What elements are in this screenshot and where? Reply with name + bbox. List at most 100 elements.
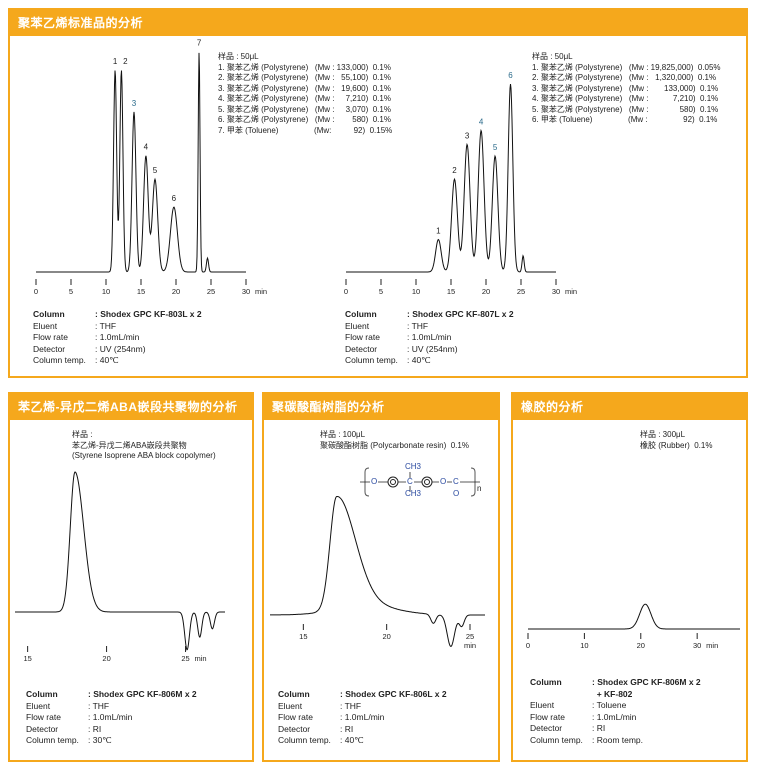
x-tick-label: 10 xyxy=(412,287,420,296)
condition-label: Flow rate xyxy=(530,711,565,722)
sample-line: 样品 : xyxy=(72,430,93,439)
sample-line: 5. 聚苯乙烯 (Polystyrene) (Mw : 3,070) 0.1% xyxy=(218,104,391,114)
sample-line: 苯乙烯-异戊二烯ABA嵌段共聚物 xyxy=(72,440,187,450)
peak-label: 1 xyxy=(436,227,441,236)
conditions-a: Column: Shodex GPC KF-803L x 2 Eluent: TH… xyxy=(33,309,202,367)
x-tick-label: 30 xyxy=(693,641,701,650)
sample-line: 橡胶 (Rubber) 0.1% xyxy=(640,440,713,450)
x-axis-unit: min xyxy=(565,287,577,296)
trace-line xyxy=(346,84,556,273)
peak-label: 3 xyxy=(465,131,470,140)
condition-value: : 1.0mL/min xyxy=(88,712,133,722)
panel-title: 苯乙烯-异戊二烯ABA嵌段共聚物的分析 xyxy=(10,394,252,420)
condition-label: Column xyxy=(26,689,58,699)
panel-rubber: 橡胶的分析 xyxy=(511,392,748,762)
x-tick-label: 20 xyxy=(172,287,180,296)
sample-line: 3. 聚苯乙烯 (Polystyrene) (Mw : 19,600) 0.1% xyxy=(218,83,391,93)
sample-line: 样品 : 50μL xyxy=(532,52,573,61)
x-tick-label: 30 xyxy=(242,287,250,296)
condition-row: Column temp. : Room temp. xyxy=(530,735,701,747)
conditions-d: Column: Shodex GPC KF-806L x 2 Eluent : TH… xyxy=(278,689,447,747)
x-tick-label: 20 xyxy=(637,641,645,650)
condition-value: : 40℃ xyxy=(340,735,364,745)
sample-line: 聚碳酸酯树脂 (Polycarbonate resin) 0.1% xyxy=(320,440,469,450)
x-tick-label: 0 xyxy=(526,641,530,650)
x-tick-label: 0 xyxy=(34,287,38,296)
condition-value: : THF xyxy=(340,700,362,711)
condition-label: Column temp. xyxy=(530,734,583,745)
condition-value: : RI xyxy=(88,723,102,734)
x-tick-label: 0 xyxy=(344,287,348,296)
condition-label: Flow rate xyxy=(345,332,380,342)
condition-label: Eluent xyxy=(278,700,303,711)
x-tick-label: 20 xyxy=(482,287,490,296)
condition-label: Eluent xyxy=(530,700,555,710)
condition-row: Eluent : THF xyxy=(278,701,447,713)
panel-title: 橡胶的分析 xyxy=(513,394,746,420)
condition-label: Flow rate xyxy=(278,712,313,722)
condition-value: : UV (254nm) xyxy=(95,343,146,354)
condition-value: : 40℃ xyxy=(95,355,119,365)
sample-line: 4. 聚苯乙烯 (Polystyrene) (Mw : 7,210) 0.1% xyxy=(532,94,719,103)
condition-value: : 1.0mL/min xyxy=(407,332,452,342)
condition-value: : Room temp. xyxy=(592,734,644,745)
sample-line: 1. 聚苯乙烯 (Polystyrene) (Mw : 19,825,000) … xyxy=(532,62,721,72)
condition-row: Flow rate: 1.0mL/min xyxy=(26,712,197,724)
conditions-e: Column: Shodex GPC KF-806M x 2 + KF-802 E… xyxy=(530,677,701,746)
carbonyl-carbon: C xyxy=(453,477,459,486)
x-tick-label: 15 xyxy=(23,654,31,663)
condition-value: : 1.0mL/min xyxy=(340,712,385,722)
condition-label: Detector xyxy=(278,723,311,734)
sample-list-e: 样品 : 300μL 橡胶 (Rubber) 0.1% xyxy=(640,430,712,451)
x-tick-label: 15 xyxy=(299,632,307,641)
x-tick-label: 20 xyxy=(382,632,390,641)
condition-label: Column temp. xyxy=(26,735,79,745)
sample-line: 3. 聚苯乙烯 (Polystyrene) (Mw : 133,000) 0.1… xyxy=(532,83,719,93)
condition-row: Flow rate : 1.0mL/min xyxy=(345,332,514,344)
condition-value: : UV (254nm) xyxy=(407,343,458,354)
condition-value: : 30℃ xyxy=(88,735,112,745)
x-tick-label: 5 xyxy=(379,287,383,296)
condition-label: Column temp. xyxy=(33,355,86,365)
sample-line: 样品 : 100μL xyxy=(320,430,366,439)
peak-label: 1 xyxy=(113,57,118,66)
condition-row: Flow rate: 1.0mL/min xyxy=(530,712,701,724)
sample-line: 样品 : 50μL xyxy=(218,52,259,61)
sample-list-a: 样品 : 50μL 1. 聚苯乙烯 (Polystyrene) (Mw : 133… xyxy=(218,52,392,136)
condition-label: Detector xyxy=(26,723,59,734)
x-axis-unit: min xyxy=(464,641,476,650)
sample-line: 6. 聚苯乙烯 (Polystyrene) (Mw : 580) 0.1% xyxy=(218,115,391,124)
condition-value: : THF xyxy=(407,320,429,331)
condition-row: Eluent: THF xyxy=(33,321,202,333)
peak-label: 2 xyxy=(123,57,128,66)
condition-row: Column: Shodex GPC KF-807L x 2 xyxy=(345,309,514,321)
polycarbonate-structure: CH3 CH3 O C O C O n xyxy=(360,462,481,498)
peak-label: 5 xyxy=(153,166,158,175)
x-axis-unit: min xyxy=(195,654,207,663)
chart-4: 0 10 20 30 min xyxy=(526,603,740,650)
conditions-c: Column: Shodex GPC KF-806M x 2 Eluent: TH… xyxy=(26,689,197,747)
sample-list-b: 样品 : 50μL 1. 聚苯乙烯 (Polystyrene) (Mw : 19,… xyxy=(532,52,721,126)
condition-value: : RI xyxy=(340,723,354,734)
x-tick-label: 10 xyxy=(102,287,110,296)
condition-row: Column temp. : 30℃ xyxy=(26,735,197,747)
condition-row: Column temp. : 40℃ xyxy=(33,355,202,367)
condition-value: : Shodex GPC KF-807L x 2 xyxy=(407,309,514,319)
x-tick-label: 5 xyxy=(69,287,73,296)
carbon-center: C xyxy=(407,477,413,486)
condition-row: Column: Shodex GPC KF-806L x 2 xyxy=(278,689,447,701)
sample-list-d: 样品 : 100μL 聚碳酸酯树脂 (Polycarbonate resin) 0… xyxy=(320,430,469,451)
condition-label: Eluent xyxy=(345,320,370,331)
chart-1: 1 2 34 5 6 0 5 10 15 20 25 30 min xyxy=(344,71,577,296)
condition-label: Column xyxy=(530,677,562,687)
carbonyl-oxygen: O xyxy=(453,489,460,498)
sample-line: 1. 聚苯乙烯 (Polystyrene) (Mw : 133,000) 0.1… xyxy=(218,62,391,72)
condition-label: Column temp. xyxy=(278,735,331,745)
condition-row: Flow rate : 1.0mL/min xyxy=(278,712,447,724)
condition-label: Column temp. xyxy=(345,355,398,365)
peak-label: 2 xyxy=(452,166,457,175)
condition-row: Detector : RI xyxy=(26,724,197,736)
x-tick-label: 25 xyxy=(517,287,525,296)
